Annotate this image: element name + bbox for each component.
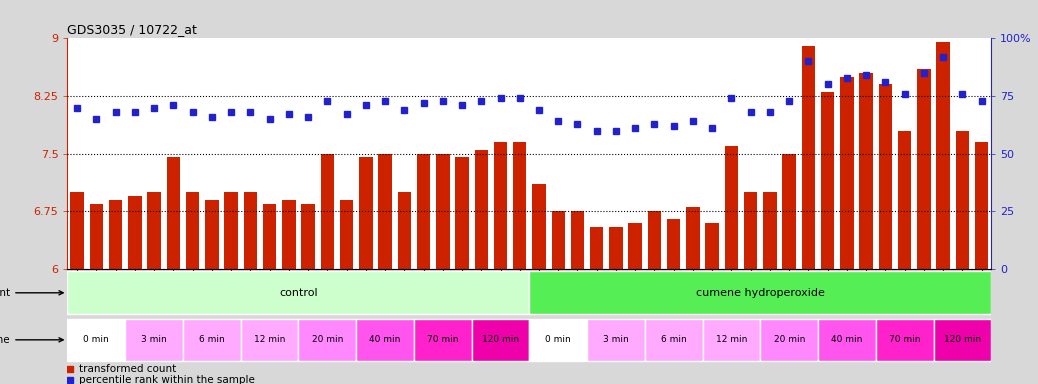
Bar (71, 192, 84, 269)
Bar (609, 227, 623, 269)
Text: 6 min: 6 min (661, 335, 686, 344)
Bar (244, 192, 257, 269)
Bar (321, 154, 334, 269)
Text: 0 min: 0 min (83, 335, 109, 344)
Bar (645, 319, 703, 361)
Bar (147, 192, 161, 269)
Bar (818, 319, 876, 361)
Bar (183, 319, 241, 361)
Bar (763, 192, 776, 269)
Text: 120 min: 120 min (944, 335, 981, 344)
Bar (513, 142, 526, 269)
Bar (648, 211, 661, 269)
Bar (686, 207, 700, 269)
Bar (801, 46, 815, 269)
Bar (474, 150, 488, 269)
Bar (471, 319, 529, 361)
Text: 12 min: 12 min (716, 335, 747, 344)
Text: agent: agent (0, 288, 63, 298)
Bar (301, 204, 315, 269)
Bar (186, 192, 199, 269)
Bar (67, 319, 126, 361)
Text: 120 min: 120 min (482, 335, 519, 344)
Bar (706, 223, 719, 269)
Bar (956, 131, 969, 269)
Bar (356, 319, 414, 361)
Text: 40 min: 40 min (831, 335, 863, 344)
Bar (783, 154, 796, 269)
Bar (588, 319, 645, 361)
Bar (975, 142, 988, 269)
Text: 3 min: 3 min (141, 335, 167, 344)
Text: 20 min: 20 min (311, 335, 343, 344)
Text: control: control (279, 288, 318, 298)
Bar (299, 319, 356, 361)
Text: cumene hydroperoxide: cumene hydroperoxide (695, 288, 825, 298)
Bar (859, 73, 873, 269)
Bar (166, 157, 180, 269)
Bar (378, 154, 391, 269)
Bar (436, 154, 449, 269)
Text: 0 min: 0 min (545, 335, 571, 344)
Bar (414, 319, 471, 361)
Text: transformed count: transformed count (79, 364, 176, 374)
Bar (744, 192, 758, 269)
Bar (494, 142, 508, 269)
Bar (282, 200, 296, 269)
Bar (224, 192, 238, 269)
Bar (760, 319, 818, 361)
Text: 70 min: 70 min (427, 335, 459, 344)
Bar (590, 227, 603, 269)
Bar (821, 92, 835, 269)
Bar (263, 204, 276, 269)
Bar (417, 154, 431, 269)
Text: 3 min: 3 min (603, 335, 629, 344)
Bar (398, 192, 411, 269)
Text: percentile rank within the sample: percentile rank within the sample (79, 375, 254, 384)
Bar (933, 319, 991, 361)
Text: 6 min: 6 min (199, 335, 224, 344)
Bar (725, 146, 738, 269)
Bar (339, 200, 353, 269)
Bar (529, 271, 991, 314)
Bar (67, 271, 529, 314)
Bar (879, 84, 893, 269)
Bar (551, 211, 565, 269)
Bar (532, 184, 546, 269)
Text: GDS3035 / 10722_at: GDS3035 / 10722_at (67, 23, 197, 36)
Bar (628, 223, 641, 269)
Text: 20 min: 20 min (773, 335, 804, 344)
Bar (840, 77, 853, 269)
Bar (89, 204, 103, 269)
Text: 12 min: 12 min (254, 335, 285, 344)
Bar (128, 196, 141, 269)
Bar (109, 200, 122, 269)
Text: time: time (0, 335, 63, 345)
Bar (359, 157, 373, 269)
Bar (918, 69, 931, 269)
Text: 70 min: 70 min (889, 335, 921, 344)
Bar (241, 319, 299, 361)
Bar (936, 42, 950, 269)
Bar (898, 131, 911, 269)
Bar (456, 157, 469, 269)
Bar (126, 319, 183, 361)
Bar (529, 319, 588, 361)
Bar (703, 319, 760, 361)
Bar (571, 211, 584, 269)
Bar (667, 219, 681, 269)
Text: 40 min: 40 min (370, 335, 401, 344)
Bar (876, 319, 933, 361)
Bar (206, 200, 219, 269)
